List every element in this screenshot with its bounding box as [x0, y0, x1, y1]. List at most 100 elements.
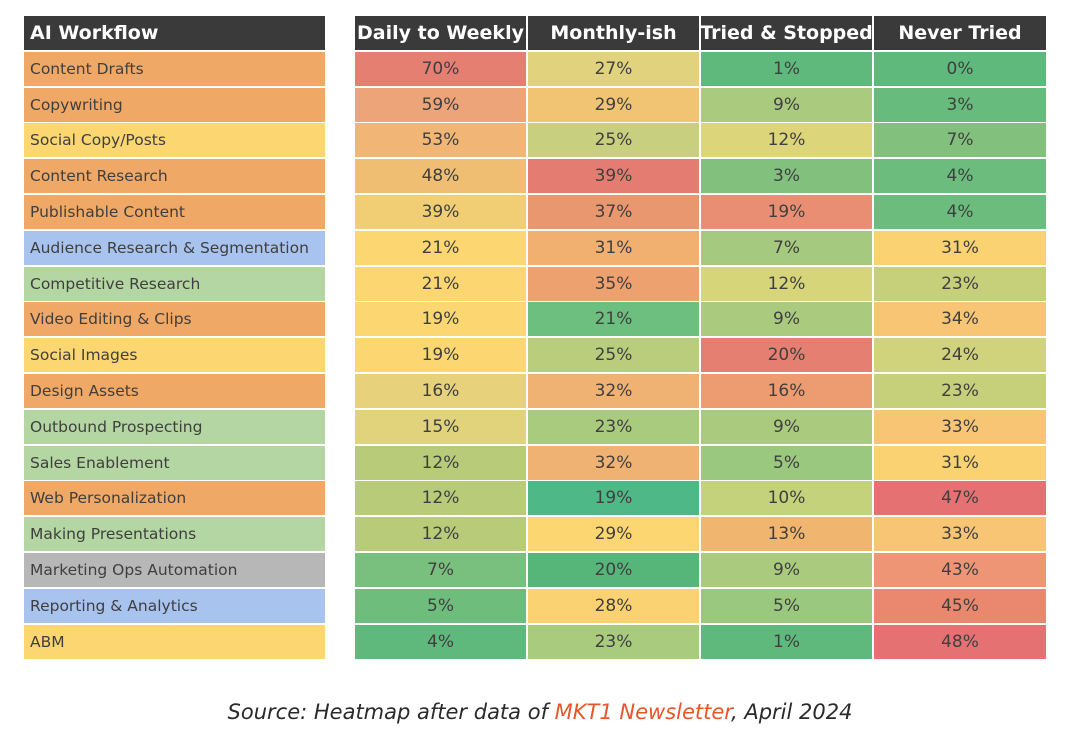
workflow-label: Copywriting — [24, 87, 325, 122]
heatmap-cell: 20% — [701, 338, 874, 373]
heatmap-row: 7% 20% 9% 43% — [355, 552, 1046, 587]
heatmap-row: 12% 29% 13% 33% — [355, 517, 1046, 552]
heatmap-cell: 70% — [355, 51, 528, 86]
column-header: Monthly-ish — [528, 16, 701, 50]
heatmap-cell: 19% — [528, 481, 701, 516]
heatmap-cell: 59% — [355, 87, 528, 122]
heatmap-cell: 9% — [701, 409, 874, 444]
heatmap-cell: 39% — [355, 194, 528, 229]
workflow-label: Reporting & Analytics — [24, 588, 325, 623]
heatmap-cell: 4% — [355, 624, 528, 659]
heatmap-row: 21% 35% 12% 23% — [355, 266, 1046, 301]
heatmap-cell: 12% — [355, 517, 528, 552]
heatmap-cell: 21% — [528, 302, 701, 337]
heatmap-row: 12% 32% 5% 31% — [355, 445, 1046, 480]
heatmap-row: 59% 29% 9% 3% — [355, 87, 1046, 122]
source-caption: Source: Heatmap after data of MKT1 Newsl… — [0, 700, 1080, 724]
heatmap-cell: 23% — [874, 373, 1046, 408]
heatmap-row: 16% 32% 16% 23% — [355, 373, 1046, 408]
heatmap-cell: 21% — [355, 230, 528, 265]
heatmap-row: 19% 25% 20% 24% — [355, 338, 1046, 373]
column-header-row: Daily to Weekly Monthly-ish Tried & Stoppe… — [355, 16, 1046, 50]
heatmap-cell: 1% — [701, 624, 874, 659]
workflow-label: Video Editing & Clips — [24, 302, 325, 337]
heatmap-cell: 4% — [874, 194, 1046, 229]
heatmap-cell: 7% — [355, 552, 528, 587]
workflow-label: Publishable Content — [24, 194, 325, 229]
heatmap-cell: 12% — [355, 481, 528, 516]
heatmap-cell: 45% — [874, 588, 1046, 623]
heatmap-row: 5% 28% 5% 45% — [355, 588, 1046, 623]
heatmap-cell: 1% — [701, 51, 874, 86]
heatmap-cell: 19% — [701, 194, 874, 229]
heatmap-cell: 7% — [701, 230, 874, 265]
heatmap-cell: 37% — [528, 194, 701, 229]
workflow-label: Design Assets — [24, 373, 325, 408]
workflow-label: Competitive Research — [24, 266, 325, 301]
heatmap-row: 12% 19% 10% 47% — [355, 481, 1046, 516]
heatmap-cell: 48% — [355, 159, 528, 194]
heatmap-row: 15% 23% 9% 33% — [355, 409, 1046, 444]
column-header: Tried & Stopped — [700, 16, 874, 50]
heatmap-cell: 5% — [701, 445, 874, 480]
heatmap-cell: 29% — [528, 87, 701, 122]
heatmap-cell: 47% — [874, 481, 1046, 516]
heatmap-cell: 25% — [528, 338, 701, 373]
heatmap-cell: 3% — [701, 159, 874, 194]
heatmap-row: 48% 39% 3% 4% — [355, 159, 1046, 194]
workflow-label: Content Research — [24, 159, 325, 194]
heatmap-cell: 28% — [528, 588, 701, 623]
heatmap-cell: 13% — [701, 517, 874, 552]
heatmap-cell: 12% — [701, 123, 874, 158]
heatmap-cell: 31% — [874, 230, 1046, 265]
source-link[interactable]: MKT1 Newsletter — [554, 700, 731, 724]
heatmap-cell: 48% — [874, 624, 1046, 659]
heatmap-cell: 7% — [874, 123, 1046, 158]
heatmap-row: 21% 31% 7% 31% — [355, 230, 1046, 265]
heatmap-cell: 9% — [701, 87, 874, 122]
heatmap-cell: 29% — [528, 517, 701, 552]
heatmap-row: 19% 21% 9% 34% — [355, 302, 1046, 337]
workflow-label: ABM — [24, 624, 325, 659]
heatmap-row: 39% 37% 19% 4% — [355, 194, 1046, 229]
heatmap-cell: 31% — [528, 230, 701, 265]
heatmap-cell: 32% — [528, 373, 701, 408]
workflow-label-table: AI Workflow Content Drafts Copywriting Soc… — [24, 16, 325, 659]
column-header: Daily to Weekly — [355, 16, 528, 50]
heatmap-cell: 12% — [701, 266, 874, 301]
workflow-label: Audience Research & Segmentation — [24, 230, 325, 265]
heatmap-cell: 34% — [874, 302, 1046, 337]
heatmap-cell: 24% — [874, 338, 1046, 373]
heatmap-cell: 9% — [701, 552, 874, 587]
workflow-label: Web Personalization — [24, 481, 325, 516]
heatmap-cell: 3% — [874, 87, 1046, 122]
heatmap-cell: 32% — [528, 445, 701, 480]
heatmap-row: 53% 25% 12% 7% — [355, 123, 1046, 158]
heatmap-cell: 4% — [874, 159, 1046, 194]
heatmap-cell: 23% — [874, 266, 1046, 301]
column-header: Never Tried — [874, 16, 1046, 50]
heatmap-cell: 53% — [355, 123, 528, 158]
heatmap-cell: 16% — [701, 373, 874, 408]
heatmap-row: 70% 27% 1% 0% — [355, 51, 1046, 86]
heatmap-cell: 35% — [528, 266, 701, 301]
heatmap-cell: 25% — [528, 123, 701, 158]
heatmap-cell: 33% — [874, 517, 1046, 552]
workflow-label-list: Content Drafts Copywriting Social Copy/Pos… — [24, 51, 325, 659]
heatmap-cell: 5% — [355, 588, 528, 623]
workflow-label: Outbound Prospecting — [24, 409, 325, 444]
heatmap-cell: 0% — [874, 51, 1046, 86]
workflow-label: Content Drafts — [24, 51, 325, 86]
heatmap-cell: 23% — [528, 409, 701, 444]
workflow-label: Making Presentations — [24, 517, 325, 552]
heatmap-row: 4% 23% 1% 48% — [355, 624, 1046, 659]
heatmap-cell: 33% — [874, 409, 1046, 444]
heatmap-rows: 70% 27% 1% 0% 59% 29% 9% 3% 53% 25% 12% 7% 48% 39% 3% 4… — [355, 51, 1046, 659]
heatmap-cell: 20% — [528, 552, 701, 587]
heatmap-cell: 43% — [874, 552, 1046, 587]
heatmap-grid: Daily to Weekly Monthly-ish Tried & Stoppe… — [355, 16, 1046, 659]
workflow-label: Social Images — [24, 338, 325, 373]
workflow-label: Sales Enablement — [24, 445, 325, 480]
caption-suffix: , April 2024 — [731, 700, 853, 724]
heatmap-cell: 9% — [701, 302, 874, 337]
